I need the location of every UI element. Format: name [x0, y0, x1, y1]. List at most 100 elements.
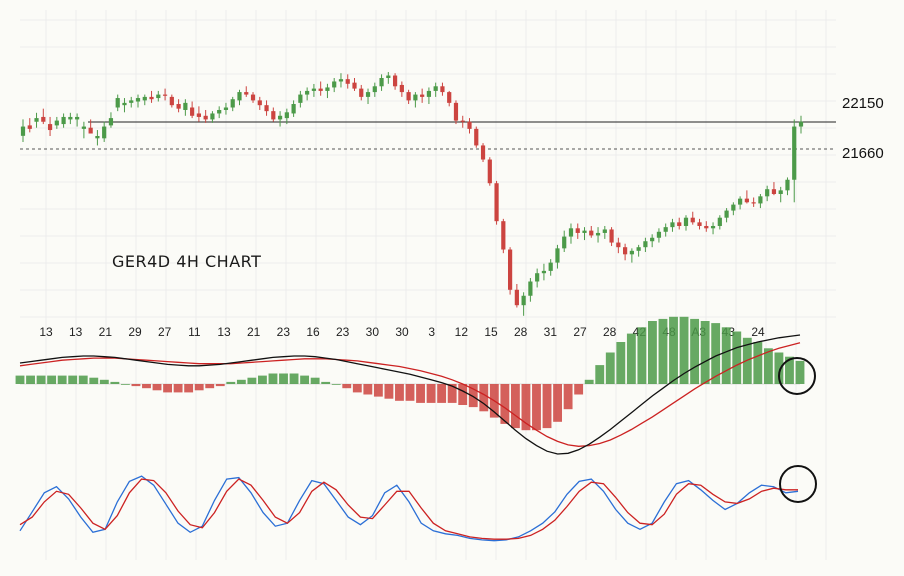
- x-tick-label: 28: [514, 325, 528, 339]
- macd-histogram-bar: [395, 384, 404, 401]
- candle-body: [61, 116, 66, 125]
- candle-body: [332, 81, 337, 88]
- candle: [318, 81, 323, 96]
- candle-body: [663, 227, 668, 232]
- candle-body: [169, 96, 174, 106]
- macd-histogram-bar: [416, 384, 425, 403]
- candle-body: [250, 94, 256, 101]
- candle-body: [305, 90, 310, 95]
- candle-body: [467, 121, 472, 129]
- macd-histogram-bar: [753, 342, 763, 384]
- x-tick-label: 13: [39, 325, 53, 339]
- macd-histogram-bar: [510, 384, 520, 429]
- candle: [629, 248, 634, 263]
- candle-body: [149, 96, 154, 100]
- candle: [68, 112, 73, 125]
- candle: [338, 73, 344, 88]
- macd-histogram-bar: [384, 384, 394, 399]
- candle: [420, 88, 425, 103]
- candle: [95, 130, 100, 146]
- candle-body: [440, 86, 445, 93]
- candle: [399, 81, 404, 97]
- macd-histogram-bar: [321, 381, 331, 384]
- candle: [528, 278, 533, 302]
- candle: [548, 259, 553, 276]
- candle: [122, 98, 127, 113]
- macd-histogram-bar: [258, 375, 267, 384]
- candle-body: [41, 116, 46, 122]
- macd-histogram-bar: [68, 375, 78, 384]
- macd-histogram-bar: [131, 384, 141, 387]
- macd-histogram-bar: [795, 360, 805, 384]
- candle-body: [697, 222, 702, 226]
- candle-body: [474, 128, 479, 146]
- candle-body: [541, 270, 547, 274]
- candle: [34, 112, 39, 128]
- candle: [237, 89, 242, 106]
- candle: [643, 237, 648, 252]
- candle-body: [162, 94, 168, 96]
- candle-body: [345, 79, 350, 84]
- macd-histogram-bar: [774, 352, 784, 384]
- x-tick-label: 3: [428, 325, 435, 339]
- candle-body: [311, 88, 317, 91]
- candle: [75, 113, 80, 127]
- candle-body: [20, 126, 26, 136]
- macd-histogram-bar: [173, 384, 183, 393]
- macd-histogram-bar: [110, 381, 120, 384]
- candle-body: [365, 92, 371, 97]
- candle: [433, 82, 438, 97]
- macd-histogram-bar: [120, 384, 130, 385]
- macd-histogram: [15, 316, 805, 431]
- x-tick-label: 21: [99, 325, 113, 339]
- macd-histogram-bar: [437, 384, 447, 403]
- candle-body: [190, 107, 195, 116]
- candle: [203, 109, 208, 123]
- candle-body: [291, 104, 296, 114]
- macd-histogram-bar: [700, 321, 710, 384]
- candle: [41, 108, 46, 125]
- candle: [305, 87, 310, 101]
- candle-body: [27, 125, 32, 129]
- macd-histogram-bar: [669, 316, 678, 384]
- candle: [738, 196, 743, 210]
- macd-histogram-bar: [426, 384, 436, 403]
- candle: [47, 116, 53, 136]
- candle-body: [521, 295, 526, 306]
- candle: [230, 96, 235, 112]
- macd-histogram-bar: [289, 373, 299, 384]
- candle-body: [778, 190, 783, 194]
- macd-histogram-bar: [721, 327, 731, 384]
- x-tick-label: 31: [544, 325, 558, 339]
- candle: [372, 82, 377, 97]
- candle: [595, 227, 601, 243]
- x-tick-label: 11: [188, 325, 201, 339]
- candle: [656, 228, 662, 243]
- candle-body: [413, 94, 418, 101]
- candle-body: [433, 86, 438, 91]
- candle: [298, 90, 303, 108]
- candle-body: [528, 281, 533, 296]
- candle: [785, 177, 790, 196]
- price-label-21660: 21660: [842, 145, 884, 162]
- candle-body: [34, 118, 39, 122]
- macd-histogram-bar: [468, 384, 478, 408]
- macd-histogram-bar: [373, 384, 383, 397]
- candle-body: [338, 79, 344, 82]
- candle-body: [257, 100, 262, 106]
- macd-histogram-bar: [542, 384, 552, 429]
- candle-body: [535, 273, 540, 282]
- macd-histogram-bar: [236, 379, 246, 384]
- candle: [345, 74, 350, 89]
- candle-body: [453, 102, 459, 121]
- candle-body: [758, 196, 763, 204]
- candle-body: [102, 126, 107, 139]
- candle-body: [277, 115, 283, 120]
- candle: [88, 119, 93, 134]
- candle: [765, 185, 770, 202]
- candle: [494, 180, 499, 225]
- candle-body: [460, 120, 465, 122]
- candle: [467, 118, 472, 134]
- macd-histogram-bar: [553, 384, 562, 422]
